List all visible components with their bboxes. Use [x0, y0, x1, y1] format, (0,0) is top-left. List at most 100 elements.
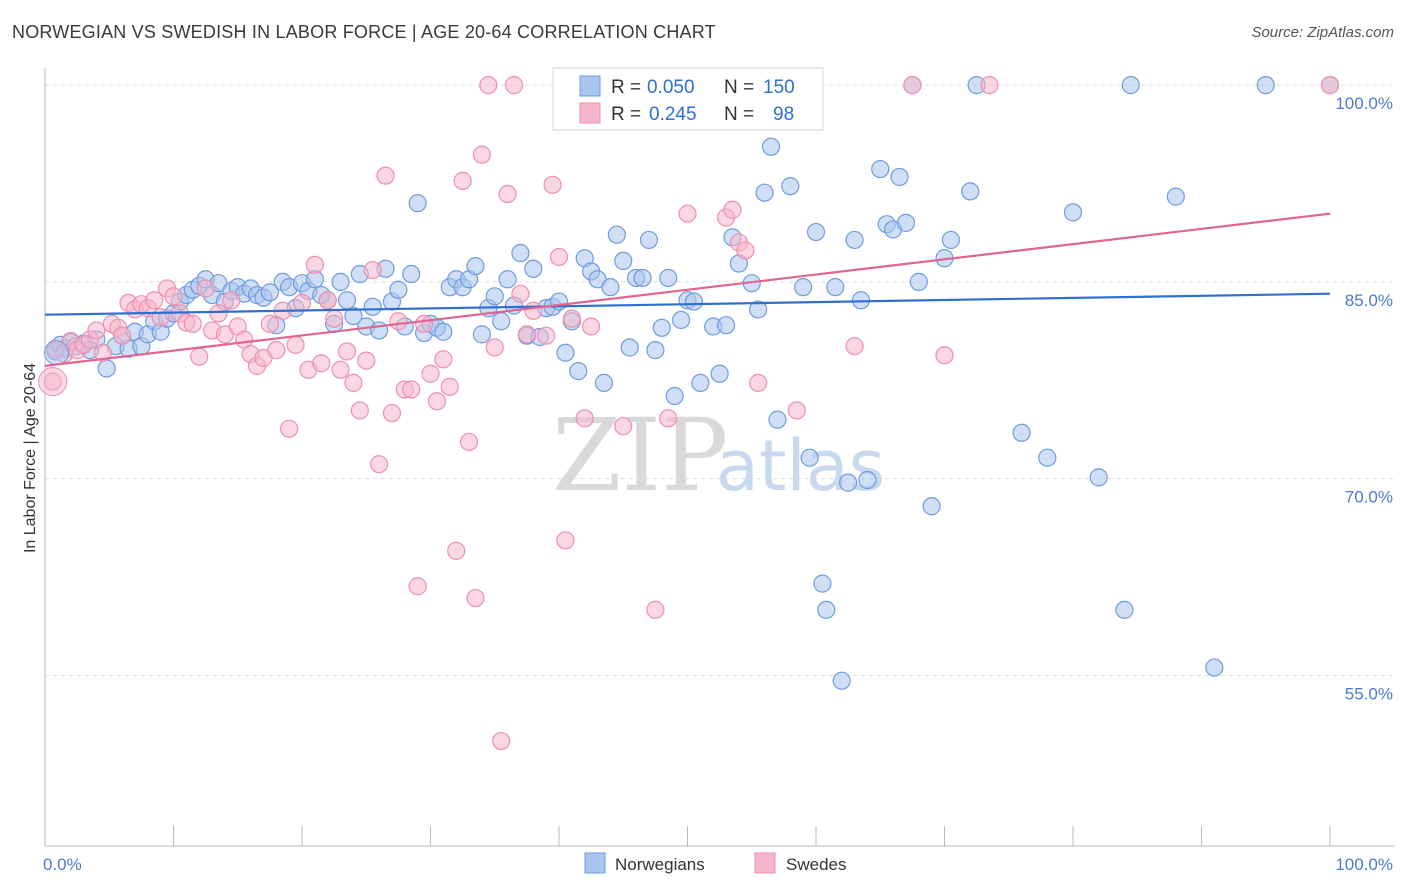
norwegian-point [749, 300, 768, 319]
swede-point [370, 455, 389, 474]
norwegian-point [389, 280, 408, 299]
swede-point [447, 541, 466, 560]
norwegian-point [1089, 468, 1108, 487]
norwegian-point [652, 318, 671, 337]
swede-point [344, 373, 363, 393]
swede-point [646, 600, 665, 619]
swede-point [517, 325, 536, 344]
norwegian-point [691, 373, 710, 393]
swede-point [286, 335, 305, 354]
swede-point [556, 531, 575, 550]
series-legend: Norwegians Swedes [584, 852, 846, 874]
norwegian-point [614, 251, 633, 271]
swede-point [1320, 76, 1340, 95]
axes [44, 68, 1395, 847]
norwegian-point [671, 310, 691, 330]
swede-point [549, 247, 569, 267]
x-tick-label: 0.0% [43, 855, 82, 874]
swede-point [434, 350, 453, 369]
norwegian-point [492, 312, 511, 331]
swede-point [196, 279, 215, 298]
norwegian-point [1205, 658, 1224, 677]
swede-point [903, 76, 922, 95]
swede-point [980, 76, 999, 95]
swede-point [736, 241, 755, 260]
swede-point [749, 373, 768, 393]
stats-n-label: N = [724, 104, 754, 125]
swede-point [325, 309, 344, 328]
swede-point [337, 342, 357, 361]
norwegian-point [806, 222, 826, 242]
norwegian-point [402, 264, 421, 284]
norwegian-point [716, 316, 736, 335]
norwegian-point [781, 177, 800, 196]
norwegian-point [839, 473, 858, 492]
swede-point [389, 312, 408, 331]
norwegian-point [44, 340, 70, 366]
swede-point [350, 401, 369, 420]
swede-point [292, 293, 312, 312]
swede-point [312, 354, 331, 373]
norwegian-point [472, 325, 491, 344]
stats-r-label: R = [611, 77, 641, 98]
norwegian-point [639, 230, 659, 250]
norwegian-point [337, 291, 357, 310]
swede-point [209, 304, 228, 323]
norwegian-point [646, 341, 665, 360]
swede-point [614, 417, 633, 436]
norwegian-point [896, 213, 916, 232]
swede-point [582, 317, 601, 336]
swede-point [408, 577, 427, 596]
swede-point [112, 326, 132, 345]
swede-point [466, 588, 485, 608]
swede-point [414, 314, 434, 333]
norwegian-point [485, 287, 504, 306]
watermark-atlas: atlas [716, 425, 885, 507]
norwegian-point [594, 373, 614, 393]
norwegian-trend-line [44, 292, 1331, 316]
swede-point [267, 341, 286, 360]
norwegian-point [832, 671, 851, 690]
swede-point [575, 409, 594, 428]
norwegian-point [1063, 203, 1083, 222]
swede-point [678, 204, 697, 223]
swede-point [504, 76, 524, 95]
stats-n-label: N = [724, 77, 754, 98]
swede-point [318, 291, 337, 310]
swede-point [440, 377, 459, 396]
swede-point [723, 200, 742, 219]
norwegian-point [710, 364, 729, 383]
swede-point [280, 419, 299, 438]
norwegian-point [684, 292, 704, 311]
norwegian-point [1012, 423, 1031, 442]
norwegian-point [665, 386, 684, 406]
stats-swatch-swedes [579, 102, 601, 124]
swede-point [376, 166, 395, 185]
norwegian-point [511, 243, 530, 263]
stats-r-value: 0.050 [647, 77, 695, 98]
stats-n-value: 150 [763, 77, 795, 98]
swede-trend-line [44, 212, 1331, 367]
norwegian-point [826, 278, 845, 297]
x-tick-label: 100.0% [1335, 855, 1393, 874]
y-axis-title: In Labor Force | Age 20-64 [22, 363, 39, 553]
swede-point [427, 392, 447, 411]
swede-point [402, 380, 421, 399]
norwegian-point [1038, 448, 1057, 467]
swede-point [511, 284, 530, 303]
chart-source: Source: ZipAtlas.com [1251, 24, 1394, 41]
stats-r-value: 0.245 [649, 104, 697, 125]
norwegian-point [601, 278, 620, 297]
swede-point [421, 364, 440, 383]
swede-point [498, 184, 517, 204]
norwegian-point [761, 137, 781, 156]
swede-point [787, 401, 806, 420]
swede-point [145, 291, 164, 310]
swede-point [492, 731, 511, 751]
swede-point [183, 314, 202, 333]
swede-point [537, 326, 556, 345]
legend-swatch-norwegians [584, 852, 606, 874]
swede-point [479, 76, 498, 95]
norwegian-point [1256, 76, 1275, 95]
